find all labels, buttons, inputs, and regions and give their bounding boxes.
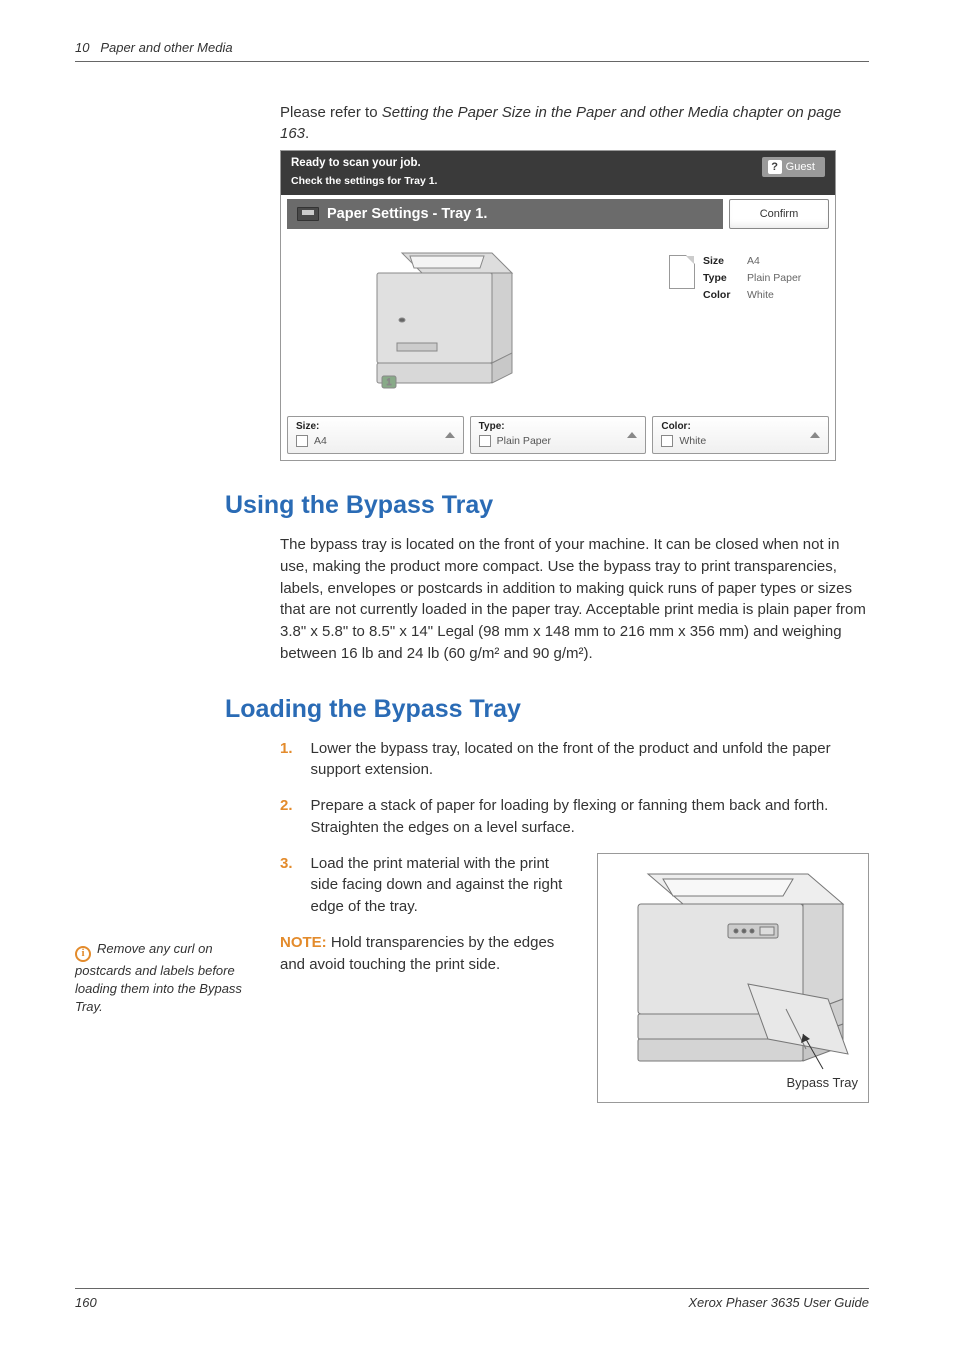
step-2-text: Prepare a stack of paper for loading by …: [311, 795, 869, 839]
printer-diagram: 1: [287, 243, 659, 408]
size-swatch: [296, 435, 308, 447]
type-combo[interactable]: Type: Plain Paper: [470, 416, 647, 454]
chevron-up-icon: [810, 432, 820, 438]
chevron-up-icon: [627, 432, 637, 438]
size-combo-label: Size:: [296, 421, 457, 432]
page-header: 10 Paper and other Media: [75, 40, 869, 62]
type-combo-label: Type:: [479, 421, 640, 432]
confirm-button[interactable]: Confirm: [729, 199, 829, 229]
info-type-value: Plain Paper: [747, 270, 801, 287]
dialog-title-text: Paper Settings - Tray 1.: [327, 206, 487, 222]
loading-bypass-heading: Loading the Bypass Tray: [225, 695, 869, 724]
type-swatch: [479, 435, 491, 447]
step-1-text: Lower the bypass tray, located on the fr…: [311, 738, 869, 782]
info-color-value: White: [747, 287, 774, 304]
using-bypass-para: The bypass tray is located on the front …: [280, 534, 869, 665]
paper-thumb-icon: [669, 255, 695, 289]
chapter-title: Paper and other Media: [100, 40, 232, 55]
info-icon: i: [75, 946, 91, 962]
chapter-number: 10: [75, 40, 89, 55]
info-color-label: Color: [703, 287, 739, 304]
step-2-number: 2.: [280, 795, 293, 839]
guest-badge[interactable]: ? Guest: [762, 157, 825, 177]
color-combo-value: White: [679, 435, 706, 447]
type-combo-value: Plain Paper: [497, 435, 551, 447]
printer-figure-svg: [598, 854, 870, 1104]
intro-suffix: .: [305, 125, 309, 142]
status-line-2: Check the settings for Tray 1.: [291, 175, 825, 187]
intro-prefix: Please refer to: [280, 104, 382, 121]
svg-text:1: 1: [386, 377, 391, 387]
paper-info-panel: Size A4 Type Plain Paper Color White: [669, 243, 829, 303]
tray-icon: [297, 207, 319, 221]
status-bar: Ready to scan your job. Check the settin…: [281, 151, 835, 195]
note-block: NOTE: Hold transparencies by the edges a…: [280, 932, 579, 976]
step-3: 3. Load the print material with the prin…: [280, 853, 579, 918]
paper-settings-screenshot: Ready to scan your job. Check the settin…: [280, 150, 836, 461]
info-size-value: A4: [747, 253, 760, 270]
side-note-text: Remove any curl on postcards and labels …: [75, 941, 242, 1014]
dialog-title: Paper Settings - Tray 1.: [287, 199, 723, 229]
step-1-number: 1.: [280, 738, 293, 782]
note-label: NOTE:: [280, 934, 327, 951]
status-line-1: Ready to scan your job.: [291, 157, 825, 169]
size-combo[interactable]: Size: A4: [287, 416, 464, 454]
bypass-tray-callout: Bypass Tray: [786, 1075, 858, 1090]
step-1: 1. Lower the bypass tray, located on the…: [280, 738, 869, 782]
side-note: iRemove any curl on postcards and labels…: [75, 940, 250, 1016]
size-combo-value: A4: [314, 435, 327, 447]
info-size-label: Size: [703, 253, 739, 270]
chevron-up-icon: [445, 432, 455, 438]
color-combo-label: Color:: [661, 421, 822, 432]
help-icon: ?: [768, 160, 782, 174]
doc-title: Xerox Phaser 3635 User Guide: [688, 1295, 869, 1310]
intro-text: Please refer to Setting the Paper Size i…: [280, 102, 869, 144]
guest-label: Guest: [786, 161, 815, 173]
step-2: 2. Prepare a stack of paper for loading …: [280, 795, 869, 839]
step-3-text: Load the print material with the print s…: [311, 853, 579, 918]
color-swatch: [661, 435, 673, 447]
color-combo[interactable]: Color: White: [652, 416, 829, 454]
info-type-label: Type: [703, 270, 739, 287]
confirm-label: Confirm: [760, 208, 799, 220]
page-footer: 160 Xerox Phaser 3635 User Guide: [75, 1288, 869, 1310]
page-number: 160: [75, 1295, 97, 1310]
using-bypass-heading: Using the Bypass Tray: [225, 491, 869, 520]
printer-svg: 1: [352, 248, 522, 403]
step-3-number: 3.: [280, 853, 293, 918]
bypass-tray-figure: Bypass Tray: [597, 853, 869, 1103]
